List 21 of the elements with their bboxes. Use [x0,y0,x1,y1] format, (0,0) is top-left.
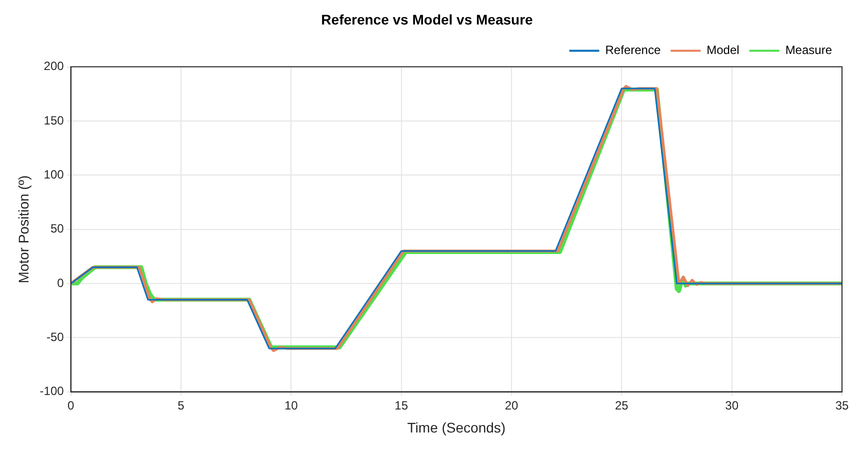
x-tick-label: 5 [178,398,185,412]
x-tick-label: 30 [725,398,739,412]
y-tick-label: 150 [44,113,64,128]
y-tick-label: -50 [46,330,64,344]
y-tick-label: 100 [44,167,64,182]
x-tick-label: 20 [504,398,518,412]
chart-title: Reference vs Model vs Measure [321,11,534,28]
x-tick-label: 25 [614,398,629,412]
x-tick-label: 10 [284,398,298,412]
y-tick-label: -100 [40,384,64,398]
y-tick-label: 0 [57,276,64,290]
y-tick-label: 200 [44,59,64,74]
y-axis-title: Motor Position (º) [15,175,32,284]
legend-label: Reference [605,43,661,58]
x-tick-label: 15 [394,398,408,412]
x-tick-label: 0 [67,398,74,412]
y-tick-label: 50 [50,222,64,236]
legend-label: Model [706,43,740,58]
x-tick-label: 35 [835,398,849,412]
x-axis-title: Time (Seconds) [407,419,506,436]
legend-label: Measure [785,43,832,58]
